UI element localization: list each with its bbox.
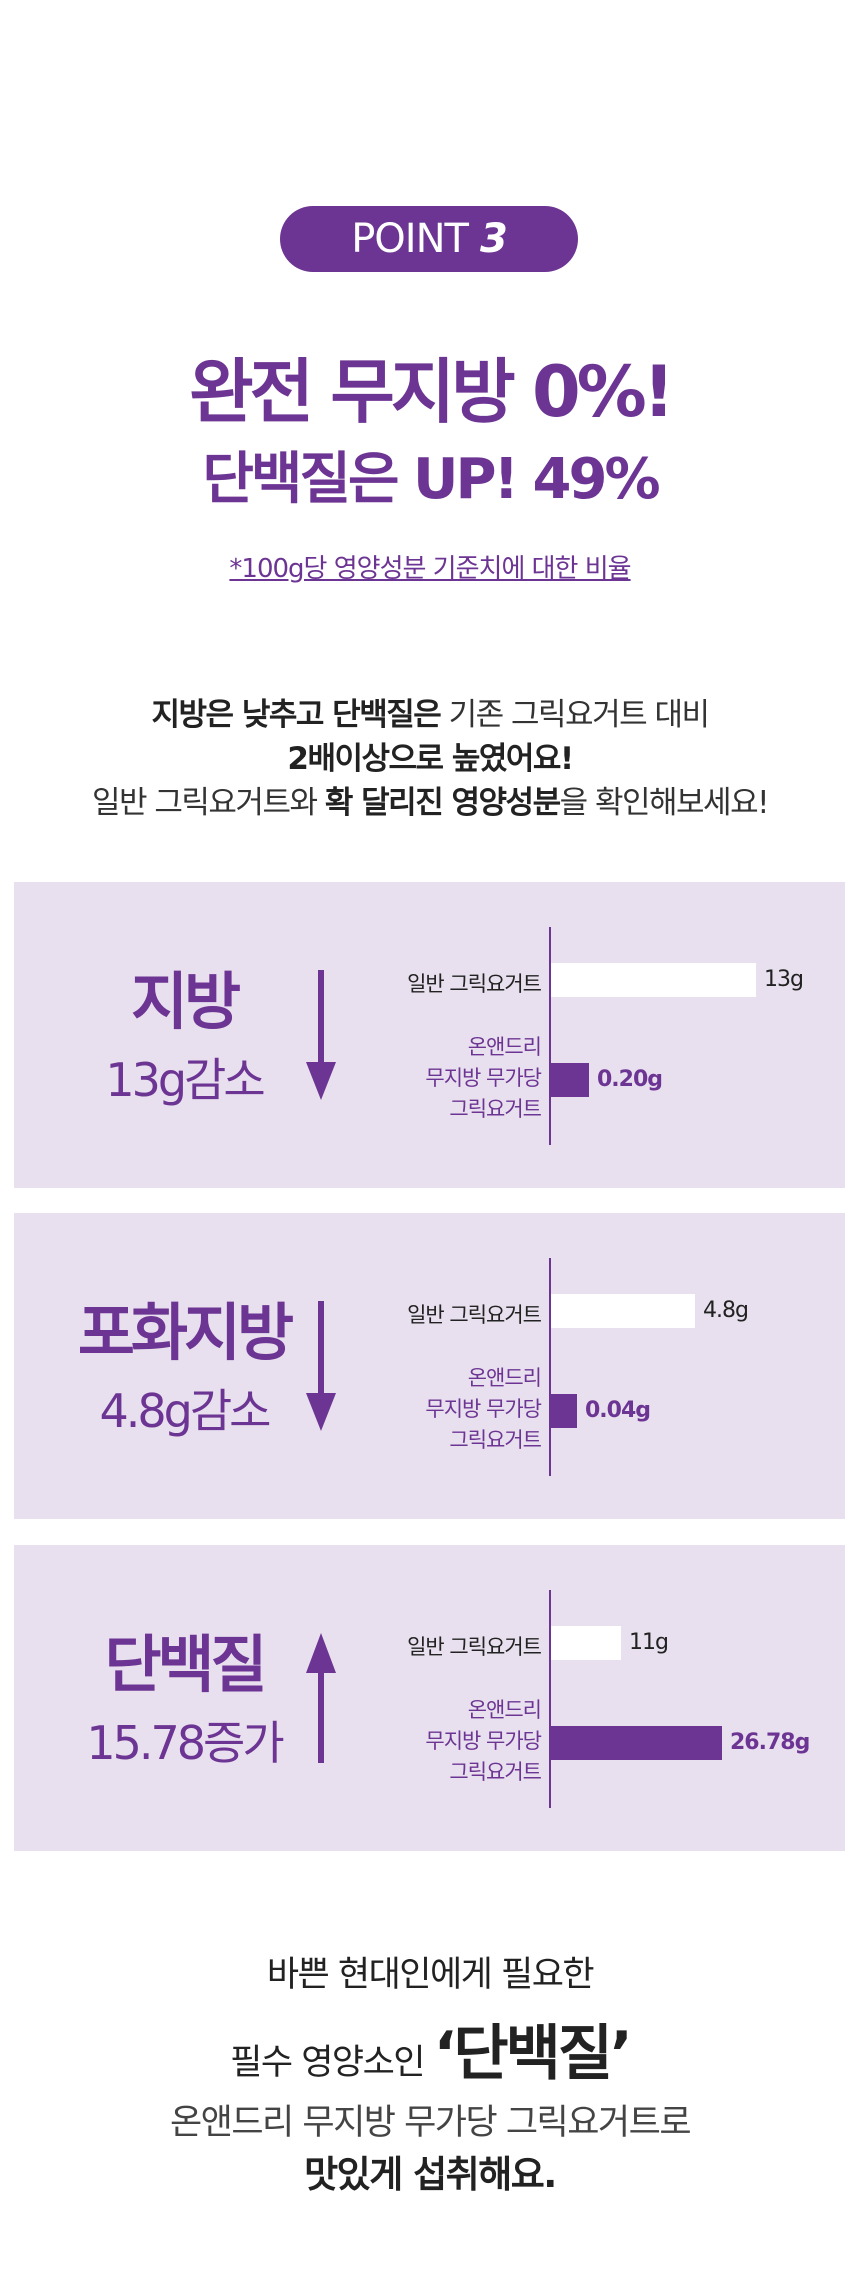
intro-text-part: 일반 그릭요거트와 bbox=[91, 785, 325, 821]
chart-axis bbox=[549, 1258, 551, 1476]
footnote: *100g당 영양성분 기준치에 대한 비율 bbox=[0, 548, 860, 585]
nutrient-panel: 단백질 15.78증가 일반 그릭요거트 온앤드리 무지방 무가당 그릭요거트 … bbox=[14, 1545, 845, 1851]
product-label: 온앤드리 무지방 무가당 그릭요거트 bbox=[425, 1695, 542, 1788]
regular-label: 일반 그릭요거트 bbox=[407, 1635, 542, 1659]
product-label-line: 무지방 무가당 bbox=[425, 1729, 542, 1753]
product-value: 26.78g bbox=[730, 1730, 810, 1755]
product-label-line: 온앤드리 bbox=[467, 1035, 542, 1059]
intro-text: 지방은 낮추고 단백질은 기존 그릭요거트 대비 2배이상으로 높였어요! 일반… bbox=[0, 693, 860, 825]
product-label: 온앤드리 무지방 무가당 그릭요거트 bbox=[425, 1363, 542, 1456]
product-label-line: 그릭요거트 bbox=[449, 1097, 542, 1121]
regular-label: 일반 그릭요거트 bbox=[407, 972, 542, 996]
product-bar bbox=[551, 1063, 589, 1097]
badge-number: 3 bbox=[479, 216, 508, 262]
nutrient-title: 포화지방 bbox=[77, 1296, 294, 1369]
nutrient-panel: 포화지방 4.8g감소 일반 그릭요거트 온앤드리 무지방 무가당 그릭요거트 … bbox=[14, 1213, 845, 1519]
nutrient-change: 13g감소 bbox=[105, 1053, 265, 1107]
product-label: 온앤드리 무지방 무가당 그릭요거트 bbox=[425, 1032, 542, 1125]
product-label-line: 온앤드리 bbox=[467, 1366, 542, 1390]
product-label-line: 무지방 무가당 bbox=[425, 1397, 542, 1421]
intro-bold: 지방은 낮추고 단백질은 bbox=[151, 697, 441, 733]
nutrient-panel: 지방 13g감소 일반 그릭요거트 온앤드리 무지방 무가당 그릭요거트 13g… bbox=[14, 882, 845, 1188]
nutrient-change: 4.8g감소 bbox=[99, 1384, 272, 1438]
closing-line4: 맛있게 섭취해요. bbox=[304, 2153, 557, 2196]
product-value: 0.04g bbox=[585, 1398, 651, 1423]
headline-line2: 단백질은 UP! 49% bbox=[202, 447, 660, 512]
nutrient-change: 15.78증가 bbox=[86, 1716, 284, 1770]
closing-text: 필수 영양소인 bbox=[230, 2043, 434, 2083]
arrow-down-icon bbox=[306, 1301, 336, 1431]
product-label-line: 온앤드리 bbox=[467, 1698, 542, 1722]
product-bar bbox=[551, 1726, 722, 1760]
chart-axis bbox=[549, 927, 551, 1145]
nutrient-title: 단백질 bbox=[104, 1628, 267, 1701]
regular-value: 11g bbox=[629, 1630, 669, 1655]
intro-text-part: 을 확인해보세요! bbox=[559, 785, 770, 821]
arrow-down-icon bbox=[306, 970, 336, 1100]
product-label-line: 그릭요거트 bbox=[449, 1760, 542, 1784]
arrow-up-icon bbox=[306, 1633, 336, 1763]
intro-text-part: 기존 그릭요거트 대비 bbox=[440, 697, 710, 733]
headline-line1: 완전 무지방 0%! bbox=[189, 351, 675, 433]
product-value: 0.20g bbox=[597, 1067, 663, 1092]
regular-label: 일반 그릭요거트 bbox=[407, 1303, 542, 1327]
regular-value: 13g bbox=[764, 967, 804, 992]
regular-bar bbox=[551, 1626, 621, 1660]
nutrient-title: 지방 bbox=[130, 965, 241, 1038]
regular-value: 4.8g bbox=[703, 1298, 749, 1323]
chart-axis bbox=[549, 1590, 551, 1808]
product-label-line: 무지방 무가당 bbox=[425, 1066, 542, 1090]
intro-bold: 2배이상으로 높였어요! bbox=[287, 741, 574, 777]
footnote-text: *100g당 영양성분 기준치에 대한 비율 bbox=[229, 554, 631, 584]
closing-line2: 필수 영양소인 ‘단백질’ bbox=[0, 2018, 860, 2099]
point-badge: POINT 3 bbox=[280, 206, 578, 272]
intro-bold: 확 달리진 영양성분 bbox=[324, 785, 561, 821]
badge-label: POINT bbox=[351, 216, 469, 262]
closing-line1: 바쁜 현대인에게 필요한 bbox=[266, 1955, 595, 1995]
product-label-line: 그릭요거트 bbox=[449, 1428, 542, 1452]
regular-bar bbox=[551, 963, 756, 997]
closing-highlight: ‘단백질’ bbox=[433, 2019, 633, 2089]
product-bar bbox=[551, 1394, 577, 1428]
closing-line3: 온앤드리 무지방 무가당 그릭요거트로 bbox=[169, 2103, 692, 2143]
regular-bar bbox=[551, 1294, 695, 1328]
